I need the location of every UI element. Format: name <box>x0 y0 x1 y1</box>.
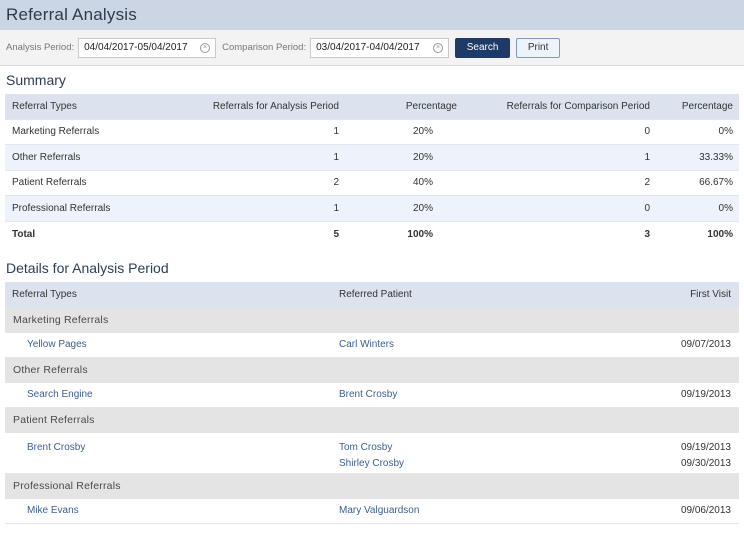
referral-type-cell: Professional Referrals <box>5 195 175 221</box>
table-row: Patient Referrals 2 40% 2 66.67% <box>5 169 739 196</box>
total-count-cell: 5 <box>175 220 345 247</box>
first-visit-cell: 09/06/2013 <box>583 498 739 524</box>
analysis-period-label: Analysis Period: <box>6 42 75 53</box>
group-row: Marketing Referrals <box>5 307 739 333</box>
group-label: Marketing Referrals <box>5 307 739 333</box>
group-label: Professional Referrals <box>5 473 739 499</box>
column-header[interactable]: First Visit <box>583 281 739 308</box>
first-visit-cell: 09/19/2013 <box>583 382 739 408</box>
count-cell: 1 <box>475 144 656 170</box>
patient-link[interactable]: Tom Crosby <box>339 441 393 453</box>
clear-icon[interactable]: × <box>433 42 444 53</box>
count-cell: 0 <box>475 118 656 145</box>
total-percent-cell: 100% <box>345 220 475 247</box>
count-cell: 0 <box>475 195 656 221</box>
summary-header-row: Referral Types Referrals for Analysis Pe… <box>5 94 739 119</box>
analysis-period-input[interactable]: 04/04/2017-05/04/2017 × <box>78 37 217 58</box>
table-row: Professional Referrals 1 20% 0 0% <box>5 195 739 221</box>
referral-type-cell: Marketing Referrals <box>5 118 175 145</box>
table-row: Mike Evans Mary Valguardson 09/06/2013 <box>5 498 739 524</box>
first-visit-cell: 09/19/2013 <box>680 441 731 453</box>
referral-source-link[interactable]: Mike Evans <box>27 505 79 517</box>
first-visit-cell: 09/07/2013 <box>583 332 739 358</box>
count-cell: 1 <box>175 118 345 145</box>
details-table: Referral Types Referred Patient First Vi… <box>5 281 739 524</box>
total-label: Total <box>5 220 175 247</box>
table-row: Yellow Pages Carl Winters 09/07/2013 <box>5 332 739 358</box>
comparison-period-label: Comparison Period: <box>222 42 307 53</box>
page-title: Referral Analysis <box>6 5 137 24</box>
first-visit-cell: 09/30/2013 <box>680 457 731 469</box>
referral-source-link[interactable]: Search Engine <box>27 389 93 401</box>
column-header[interactable]: Referrals for Comparison Period <box>475 94 656 119</box>
referral-type-cell: Patient Referrals <box>5 169 175 196</box>
column-header[interactable]: Referral Types <box>5 281 333 308</box>
table-row: Other Referrals 1 20% 1 33.33% <box>5 144 739 170</box>
group-row: Other Referrals <box>5 357 739 383</box>
count-cell: 1 <box>175 144 345 170</box>
table-row: Marketing Referrals 1 20% 0 0% <box>5 118 739 145</box>
referral-source-link[interactable]: Brent Crosby <box>27 441 86 453</box>
percent-cell: 40% <box>345 169 475 196</box>
referral-type-cell: Other Referrals <box>5 144 175 170</box>
analysis-period-value: 04/04/2017-05/04/2017 <box>84 42 188 53</box>
print-button[interactable]: Print <box>516 37 561 58</box>
patient-link[interactable]: Carl Winters <box>339 339 395 351</box>
clear-icon[interactable]: × <box>200 42 211 53</box>
column-header[interactable]: Percentage <box>656 94 739 119</box>
group-label: Patient Referrals <box>5 407 739 433</box>
comparison-period-input[interactable]: 03/04/2017-04/04/2017 × <box>310 37 450 58</box>
total-count-cell: 3 <box>475 220 656 247</box>
percent-cell: 0% <box>656 195 739 221</box>
patient-link[interactable]: Shirley Crosby <box>339 457 405 469</box>
group-row: Patient Referrals <box>5 407 739 433</box>
group-row: Professional Referrals <box>5 473 739 499</box>
percent-cell: 20% <box>345 118 475 145</box>
count-cell: 2 <box>475 169 656 196</box>
total-percent-cell: 100% <box>656 220 739 247</box>
percent-cell: 0% <box>656 118 739 145</box>
count-cell: 1 <box>175 195 345 221</box>
table-row: Search Engine Brent Crosby 09/19/2013 <box>5 382 739 408</box>
column-header[interactable]: Percentage <box>345 94 475 119</box>
percent-cell: 33.33% <box>656 144 739 170</box>
filter-bar: Analysis Period: 04/04/2017-05/04/2017 ×… <box>0 30 744 66</box>
table-row: Brent Crosby Tom Crosby Shirley Crosby 0… <box>5 432 739 474</box>
column-header[interactable]: Referrals for Analysis Period <box>175 94 345 119</box>
percent-cell: 66.67% <box>656 169 739 196</box>
details-header-row: Referral Types Referred Patient First Vi… <box>5 281 739 308</box>
percent-cell: 20% <box>345 144 475 170</box>
patient-link[interactable]: Brent Crosby <box>339 389 398 401</box>
group-label: Other Referrals <box>5 357 739 383</box>
search-button[interactable]: Search <box>455 37 511 58</box>
total-row: Total 5 100% 3 100% <box>5 220 739 247</box>
page-header: Referral Analysis <box>0 0 744 30</box>
patient-link[interactable]: Mary Valguardson <box>339 505 420 517</box>
column-header[interactable]: Referred Patient <box>333 281 583 308</box>
summary-table: Referral Types Referrals for Analysis Pe… <box>5 94 739 247</box>
count-cell: 2 <box>175 169 345 196</box>
percent-cell: 20% <box>345 195 475 221</box>
details-title: Details for Analysis Period <box>6 259 169 276</box>
comparison-period-value: 03/04/2017-04/04/2017 <box>316 42 420 53</box>
summary-title: Summary <box>6 72 66 88</box>
referral-source-link[interactable]: Yellow Pages <box>27 339 87 351</box>
column-header[interactable]: Referral Types <box>5 94 175 119</box>
